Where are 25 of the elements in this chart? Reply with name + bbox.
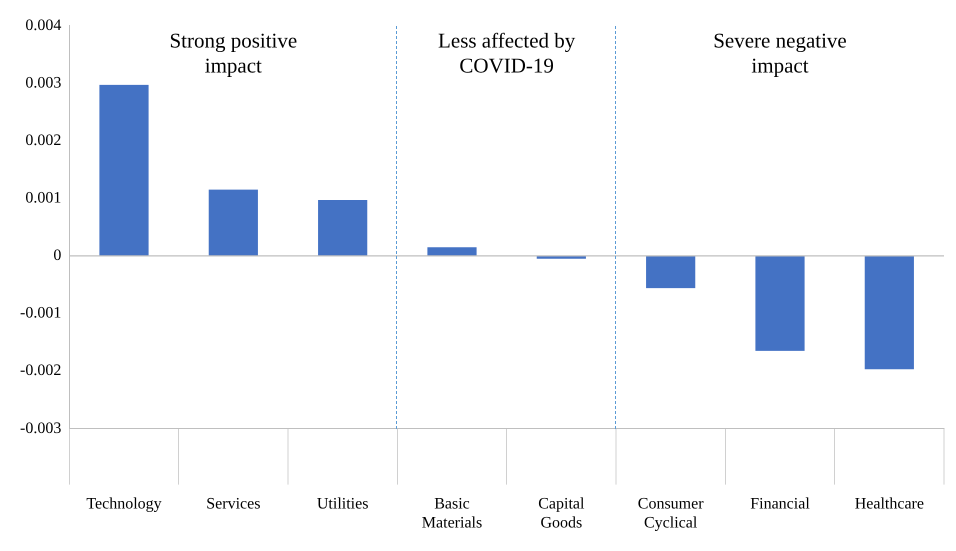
annotation: Less affected by COVID-19 [438,28,576,78]
y-tick-label: 0.002 [25,132,62,149]
x-tick-label: Utilities [316,495,368,512]
x-tick-label: Capital Goods [538,495,585,532]
x-tick-label: Services [206,495,260,512]
bar [755,256,805,351]
x-tick-label: Technology [86,495,162,512]
y-tick-label: 0.001 [25,190,62,207]
bar [318,200,368,256]
annotation: Severe negative impact [713,28,847,78]
y-tick-label: -0.001 [20,304,62,322]
x-tick-label: Consumer Cyclical [638,495,704,532]
bar [864,256,914,370]
bar [208,190,258,256]
x-tick-label: Healthcare [854,495,924,512]
bar [99,84,149,256]
x-tick-label: Basic Materials [422,495,482,532]
y-tick-label: 0 [53,247,62,264]
annotation: Strong positive impact [169,28,298,78]
bar [646,256,696,288]
y-tick-label: 0.003 [25,74,62,92]
y-tick-label: -0.002 [20,362,62,380]
x-tick-label: Financial [750,495,810,512]
y-tick-label: -0.003 [20,420,62,437]
y-tick-label: 0.004 [25,16,62,34]
